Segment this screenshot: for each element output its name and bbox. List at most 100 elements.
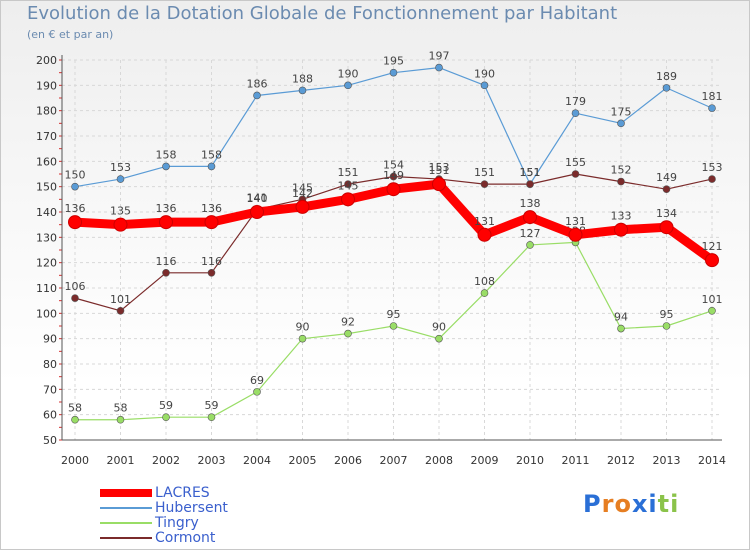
data-point <box>480 180 489 188</box>
data-point <box>298 334 307 343</box>
data-label: 149 <box>383 169 404 182</box>
logo-letter: t <box>657 490 671 518</box>
data-point <box>662 322 671 330</box>
data-label: 175 <box>611 105 632 118</box>
data-label: 133 <box>611 210 632 223</box>
data-label: 181 <box>702 90 723 103</box>
data-point <box>662 84 671 92</box>
data-point <box>250 205 264 219</box>
data-label: 158 <box>201 148 222 161</box>
x-tick-label: 2004 <box>243 454 271 467</box>
y-tick-label: 160 <box>36 155 57 168</box>
data-point <box>162 268 170 277</box>
data-label: 153 <box>110 161 131 174</box>
data-label: 190 <box>338 67 359 80</box>
data-label: 141 <box>247 191 268 204</box>
legend-item-lacres: LACRES <box>100 485 400 501</box>
data-point <box>204 215 219 230</box>
data-label: 59 <box>159 399 173 412</box>
chart-title: Evolution de la Dotation Globale de Fonc… <box>27 3 618 24</box>
data-label: 197 <box>429 50 450 63</box>
data-label: 92 <box>341 316 355 329</box>
data-label: 106 <box>65 280 86 293</box>
data-label: 151 <box>338 166 359 179</box>
data-point <box>253 388 261 396</box>
chart-subtitle: (en € et par an) <box>27 28 114 41</box>
data-point <box>341 192 355 207</box>
data-point <box>435 63 443 72</box>
y-tick-label: 170 <box>36 130 57 143</box>
data-label: 158 <box>156 148 177 161</box>
legend-swatch <box>100 522 152 524</box>
data-point <box>617 324 625 333</box>
data-point <box>389 172 398 181</box>
legend-swatch <box>100 489 152 497</box>
data-point <box>113 217 128 232</box>
data-point <box>708 175 716 183</box>
data-label: 150 <box>65 169 86 182</box>
y-tick-label: 70 <box>43 383 57 396</box>
data-point <box>477 227 492 242</box>
data-label: 95 <box>660 308 674 321</box>
data-label: 94 <box>614 311 628 324</box>
y-tick-label: 80 <box>43 358 57 371</box>
logo-letter: i <box>648 490 658 518</box>
legend: LACRES Hubersent Tingry Cormont <box>100 485 400 546</box>
x-tick-label: 2009 <box>471 454 499 467</box>
y-tick-label: 120 <box>36 257 57 270</box>
legend-label: Hubersent <box>155 500 228 516</box>
y-tick-label: 100 <box>36 307 57 320</box>
data-label: 151 <box>520 166 541 179</box>
x-tick-label: 2002 <box>152 454 180 467</box>
data-point <box>526 180 534 188</box>
data-point <box>659 220 674 235</box>
data-point <box>571 170 580 178</box>
y-tick-label: 50 <box>43 434 57 447</box>
data-label: 151 <box>429 164 450 177</box>
data-point <box>480 81 489 90</box>
y-tick-label: 150 <box>36 181 57 194</box>
data-point <box>116 175 125 183</box>
data-label: 69 <box>250 374 264 387</box>
data-point <box>523 210 537 225</box>
data-label: 140 <box>247 192 268 205</box>
data-point <box>708 306 716 315</box>
legend-label: Cormont <box>155 530 216 546</box>
data-label: 121 <box>702 240 723 253</box>
data-label: 58 <box>114 402 128 415</box>
x-tick-label: 2011 <box>562 454 590 467</box>
logo-letter: P <box>583 490 602 518</box>
logo-letter: x <box>631 490 649 518</box>
y-tick-label: 200 <box>36 54 57 67</box>
x-tick-label: 2013 <box>653 454 681 467</box>
x-tick-label: 2010 <box>516 454 544 467</box>
data-label: 142 <box>292 187 313 200</box>
data-point <box>68 215 82 230</box>
data-label: 136 <box>156 202 177 215</box>
legend-swatch <box>100 507 152 509</box>
legend-item-tingry: Tingry <box>100 515 400 531</box>
data-point <box>435 334 443 343</box>
data-label: 154 <box>383 159 404 172</box>
data-label: 59 <box>205 399 219 412</box>
data-label: 145 <box>292 181 313 194</box>
data-point <box>162 413 170 422</box>
data-label: 136 <box>201 202 222 215</box>
data-label: 145 <box>338 179 359 192</box>
data-point <box>295 199 310 214</box>
data-point <box>662 185 671 193</box>
x-tick-label: 2008 <box>425 454 453 467</box>
x-tick-label: 2012 <box>607 454 635 467</box>
y-tick-label: 190 <box>36 79 57 92</box>
y-tick-label: 130 <box>36 231 57 244</box>
data-point <box>207 268 216 277</box>
data-point <box>705 253 719 268</box>
data-point <box>207 413 216 422</box>
data-label: 90 <box>432 321 446 334</box>
data-point <box>116 306 125 315</box>
data-point <box>71 415 79 424</box>
data-label: 149 <box>656 171 677 184</box>
logo-letter: i <box>670 490 680 518</box>
